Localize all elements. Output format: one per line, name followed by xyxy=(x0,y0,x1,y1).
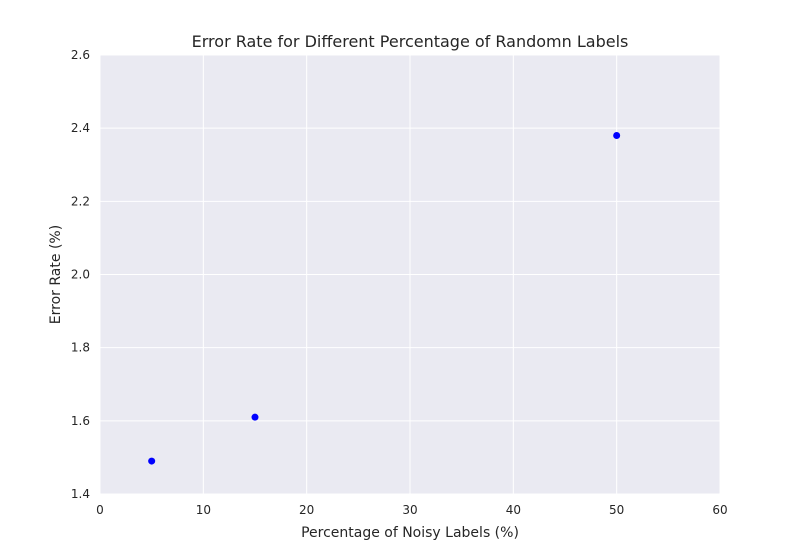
x-tick-label: 50 xyxy=(609,503,624,517)
data-points xyxy=(148,131,621,465)
grid-lines xyxy=(99,54,721,495)
x-tick-label: 60 xyxy=(712,503,727,517)
y-tick-label: 2.6 xyxy=(71,48,90,62)
x-tick-label: 30 xyxy=(402,503,417,517)
data-point xyxy=(148,457,156,465)
x-axis-label: Percentage of Noisy Labels (%) xyxy=(301,525,519,541)
y-tick-label: 2.0 xyxy=(71,268,90,282)
x-tick-label: 10 xyxy=(196,503,211,517)
x-tick-label: 0 xyxy=(96,503,104,517)
y-axis-label: Error Rate (%) xyxy=(48,225,64,324)
y-tick-label: 2.4 xyxy=(71,121,90,135)
x-tick-label: 40 xyxy=(506,503,521,517)
data-point xyxy=(251,413,259,421)
y-tick-label: 2.2 xyxy=(71,194,90,208)
x-tick-label: 20 xyxy=(299,503,314,517)
y-tick-label: 1.8 xyxy=(71,341,90,355)
data-point xyxy=(613,131,621,139)
y-tick-label: 1.4 xyxy=(71,487,90,501)
x-tick-labels: 0 10 20 30 40 50 60 xyxy=(96,503,727,517)
chart-title: Error Rate for Different Percentage of R… xyxy=(192,32,629,51)
y-tick-labels: 1.4 1.6 1.8 2.0 2.2 2.4 2.6 xyxy=(71,48,90,501)
y-tick-label: 1.6 xyxy=(71,414,90,428)
